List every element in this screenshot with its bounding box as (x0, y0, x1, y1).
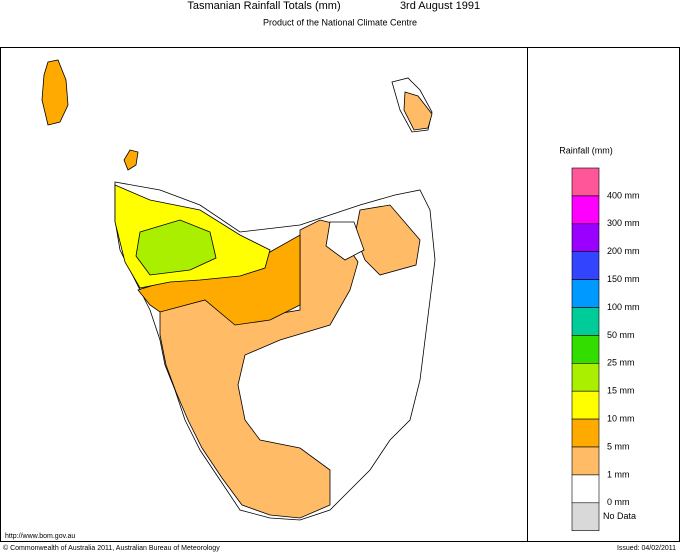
legend-label: 150 mm (607, 274, 640, 284)
legend-swatch (571, 307, 600, 336)
legend-label: 300 mm (607, 218, 640, 228)
legend-label: 10 mm (607, 413, 635, 423)
legend-title: Rainfall (mm) (559, 145, 613, 155)
islet (123, 149, 139, 171)
legend-swatch (571, 279, 600, 308)
legend-swatch (571, 474, 600, 504)
legend-label: 1 mm (607, 469, 630, 479)
flinders-rain (403, 91, 433, 131)
copyright: © Commonwealth of Australia 2011, Austra… (3, 544, 220, 552)
legend-swatch (571, 362, 600, 392)
rain-15-25 (135, 219, 217, 276)
legend-swatch (571, 418, 600, 448)
legend-swatch (571, 223, 600, 253)
url: http://www.bom.gov.au (5, 533, 75, 540)
map (41, 59, 436, 521)
legend-label: 0 mm (607, 497, 630, 507)
title: Tasmanian Rainfall Totals (mm) (187, 0, 340, 12)
legend-swatch (571, 195, 600, 225)
issued: Issued: 04/02/2011 (617, 545, 676, 552)
legend-label: No Data (603, 511, 636, 521)
rain-1-5 (159, 219, 359, 519)
legend-swatch (571, 502, 600, 531)
dry-pocket (325, 221, 365, 261)
legend-label: 400 mm (607, 190, 640, 200)
king-island (41, 59, 69, 126)
legend-swatch (571, 251, 600, 280)
legend-label: 5 mm (607, 441, 630, 451)
legend-label: 15 mm (607, 386, 635, 396)
legend-swatch (571, 446, 600, 476)
legend-swatch (571, 335, 600, 364)
legend-swatch (571, 390, 600, 420)
legend-swatch (571, 167, 600, 197)
legend-label: 50 mm (607, 330, 635, 340)
legend-label: 100 mm (607, 302, 640, 312)
date: 3rd August 1991 (400, 0, 480, 12)
legend-label: 25 mm (607, 358, 635, 368)
legend: 400 mm 300 mm 200 mm 150 mm 100 mm 50 mm 25 mm… (571, 167, 640, 531)
legend-label: 200 mm (607, 246, 640, 256)
subtitle: Product of the National Climate Centre (263, 17, 417, 27)
